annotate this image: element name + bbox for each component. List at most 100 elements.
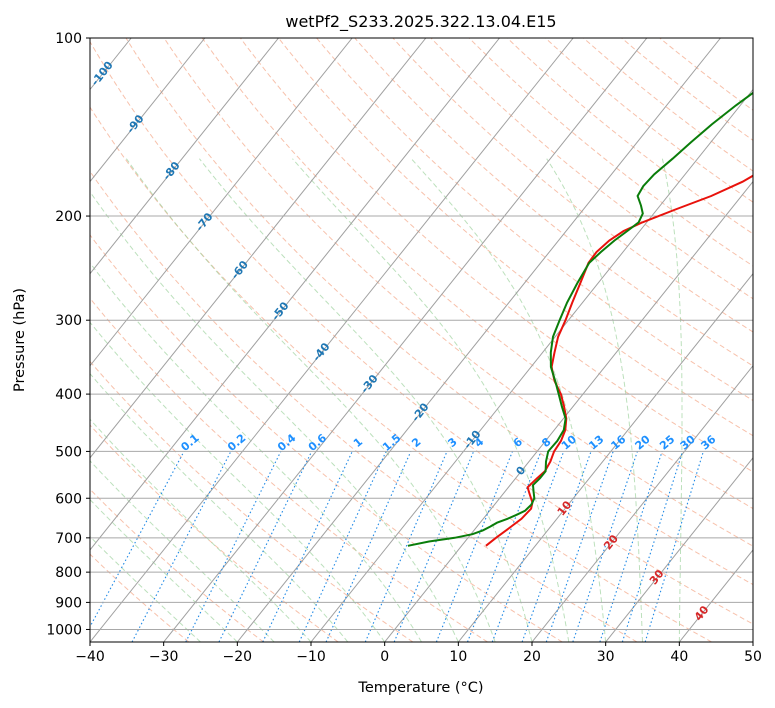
dry-adiabat [90,170,638,642]
dry-adiabat [354,38,753,367]
x-tick-label: −40 [75,649,105,665]
moist-adiabat [546,158,643,642]
moist-adiabat [199,158,533,642]
mixing-ratio-line [521,451,592,642]
isotherm [90,38,206,183]
x-tick-label: −30 [149,649,179,665]
mixing-ratio-line [185,451,282,642]
mixing-ratio-label: 0.6 [306,431,330,454]
y-tick-label: 400 [55,387,82,403]
y-tick-label: 300 [55,313,82,329]
dry-adiabat [468,38,753,267]
dry-adiabat [90,234,563,642]
x-tick-label: 10 [449,649,467,665]
isotherm [90,38,500,551]
isotherm-label: -20 [409,400,432,424]
moist-adiabat [292,158,570,642]
dewpoint-line [407,91,753,547]
x-tick-label: 50 [744,649,762,665]
y-tick-label: 800 [55,565,82,581]
moist-adiabat [90,262,422,642]
y-tick-label: 1000 [46,622,82,638]
dry-adiabat [201,38,753,510]
mixing-ratio-label: 30 [678,432,698,452]
mixing-ratio-label: 13 [586,433,606,453]
mixing-ratio-line [393,451,475,642]
y-tick-label: 500 [55,444,82,460]
mixing-ratio-line [435,451,513,642]
mixing-ratio-line [90,451,185,628]
profile-lines [407,91,753,547]
mixing-ratio-label: 2 [409,435,423,450]
dry-adiabat [90,488,264,642]
isotherm-label: -100 [88,59,116,89]
dry-adiabat [392,38,753,333]
mixing-ratio-label: 3 [445,435,459,450]
x-axis-label: Temperature (°C) [357,680,483,696]
moist-adiabat [90,418,312,642]
dry-adiabat [163,38,753,547]
x-axis-ticks: −40 −30 −20 −10 0 10 20 30 40 50 [75,642,762,665]
mixing-ratio-line [572,451,638,642]
mixing-ratio-label: 1.5 [380,431,403,453]
moist-adiabat [90,190,459,642]
x-tick-label: 40 [670,649,688,665]
isotherm-label: 40 [692,603,712,623]
moist-adiabat [90,460,275,642]
background-reference-lines [0,38,753,642]
isotherm [90,38,279,275]
mixing-ratio-line [218,451,313,642]
x-tick-label: −10 [296,649,326,665]
dry-adiabat [583,38,753,172]
mixing-ratio-line [298,451,387,642]
y-tick-label: 900 [55,595,82,611]
mixing-ratio-label: 16 [608,432,628,452]
isotherm [384,180,753,642]
mixing-ratio-line [644,451,704,642]
isotherm [90,38,353,367]
x-tick-label: 30 [597,649,615,665]
mixing-ratio-line [325,451,412,642]
isotherm [605,457,753,642]
isotherm [457,272,753,642]
mixing-ratio-line [466,451,542,642]
isotherm-label: -60 [228,258,251,282]
mixing-ratio-label: 1 [351,435,365,450]
mixing-ratio-label: 25 [657,433,677,453]
moist-adiabat [90,535,201,642]
mixing-ratio-line [599,451,663,642]
y-axis-label: Pressure (hPa) [12,288,28,392]
moist-adiabat [410,158,607,642]
dry-adiabat [659,38,753,111]
dry-adiabat [90,297,488,642]
isotherm [531,364,753,642]
chart-title: wetPf2_S233.2025.322.13.04.E15 [285,12,556,32]
mixing-ratio-line [545,451,614,642]
dry-adiabat [316,38,753,402]
x-tick-label: 20 [523,649,541,665]
mixing-ratio-line [262,451,353,642]
dry-adiabat [506,38,753,235]
y-tick-label: 700 [55,531,82,547]
moist-adiabat [125,158,496,642]
dry-adiabat [278,38,753,437]
isotherm [0,38,58,642]
isotherm [90,38,574,642]
x-tick-label: 0 [380,649,389,665]
dry-adiabat [545,38,753,203]
dry-adiabat [90,40,753,625]
y-tick-label: 200 [55,209,82,225]
isotherm [163,38,648,642]
isotherm [90,38,427,459]
mixing-ratio-line [621,451,684,642]
dry-adiabat [90,424,339,642]
mixing-ratio-label: 20 [633,432,653,452]
moist-adiabat [661,158,683,642]
dry-adiabat [125,38,753,586]
y-tick-label: 600 [55,491,82,507]
plot-frame [89,37,754,643]
mixing-ratio-line [364,451,448,642]
isotherm-label: -70 [193,210,216,234]
mixing-ratio-label: 4 [472,435,486,450]
